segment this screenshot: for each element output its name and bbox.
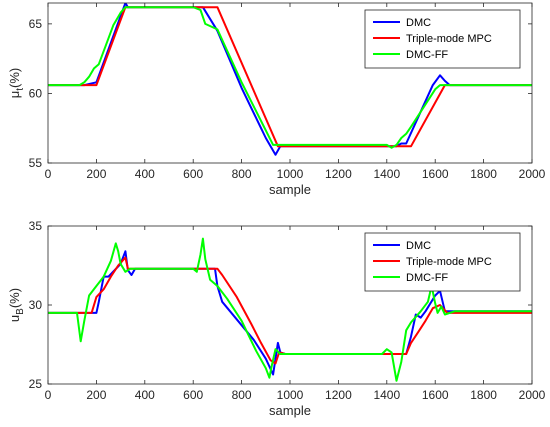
series-line-dmc-ff bbox=[48, 237, 532, 382]
series-line-dmc-ff bbox=[48, 6, 532, 149]
x-tick-label: 1200 bbox=[325, 388, 352, 402]
chart-bottom-u-b: 0 200 400 600 800 1000 1200 1400 1600 1800 2000 25 3… bbox=[7, 219, 546, 418]
legend-label-dmc: DMC bbox=[406, 17, 431, 29]
x-tick-label: 1000 bbox=[277, 167, 304, 181]
y-axis-label-main: μ bbox=[7, 91, 22, 99]
x-tick-label: 1000 bbox=[277, 388, 304, 402]
x-tick-label: 400 bbox=[135, 167, 155, 181]
x-tick-label: 2000 bbox=[519, 388, 546, 402]
y-axis-label-subscript: B bbox=[15, 308, 26, 315]
x-tick-label: 1400 bbox=[373, 388, 400, 402]
y-tick-label: 35 bbox=[29, 219, 43, 233]
y-tick-label: 60 bbox=[29, 86, 43, 100]
x-tick-label: 1600 bbox=[422, 388, 449, 402]
plot-area bbox=[48, 237, 532, 382]
y-axis-label-subscript: t bbox=[15, 88, 26, 91]
x-tick-label: 800 bbox=[232, 167, 252, 181]
y-axis-label-main: u bbox=[7, 315, 22, 322]
x-tick-label: 1200 bbox=[325, 167, 352, 181]
x-tick-label: 1400 bbox=[373, 167, 400, 181]
legend-label-dmc-ff: DMC-FF bbox=[406, 272, 448, 284]
y-tick-label: 55 bbox=[29, 156, 43, 170]
x-axis-label: sample bbox=[269, 182, 311, 197]
x-axis-label: sample bbox=[269, 403, 311, 418]
plot-area bbox=[48, 3, 532, 156]
y-axis-label: μt(%) bbox=[7, 68, 26, 99]
y-axis-label-unit: (%) bbox=[7, 288, 22, 308]
x-tick-label: 1800 bbox=[470, 388, 497, 402]
series-line-dmc bbox=[48, 3, 532, 156]
legend-label-dmc-ff: DMC-FF bbox=[406, 49, 448, 61]
chart-top-mu-t: 0 200 400 600 800 1000 1200 1400 1600 1800 2000 55 6… bbox=[7, 2, 546, 197]
legend-label-triple-mode-mpc: Triple-mode MPC bbox=[406, 33, 492, 45]
series-line-triple-mode-mpc bbox=[48, 256, 532, 365]
x-tick-label: 600 bbox=[183, 167, 203, 181]
x-tick-label: 200 bbox=[86, 167, 106, 181]
y-axis-label: uB(%) bbox=[7, 288, 26, 322]
x-tick-label: 0 bbox=[45, 167, 52, 181]
x-tick-label: 1800 bbox=[470, 167, 497, 181]
y-axis-label-unit: (%) bbox=[7, 68, 22, 88]
x-tick-label: 800 bbox=[232, 388, 252, 402]
x-tick-label: 600 bbox=[183, 388, 203, 402]
y-tick-label: 30 bbox=[29, 298, 43, 312]
legend: DMC Triple-mode MPC DMC-FF bbox=[364, 232, 521, 292]
x-tick-label: 0 bbox=[45, 388, 52, 402]
x-tick-label: 200 bbox=[86, 388, 106, 402]
legend-label-dmc: DMC bbox=[406, 240, 431, 252]
y-tick-label: 65 bbox=[29, 17, 43, 31]
series-line-triple-mode-mpc bbox=[48, 6, 532, 148]
legend: DMC Triple-mode MPC DMC-FF bbox=[364, 9, 521, 69]
x-tick-label: 1600 bbox=[422, 167, 449, 181]
x-tick-label: 2000 bbox=[519, 167, 546, 181]
legend-label-triple-mode-mpc: Triple-mode MPC bbox=[406, 256, 492, 268]
y-tick-label: 25 bbox=[29, 377, 43, 391]
x-tick-label: 400 bbox=[135, 388, 155, 402]
